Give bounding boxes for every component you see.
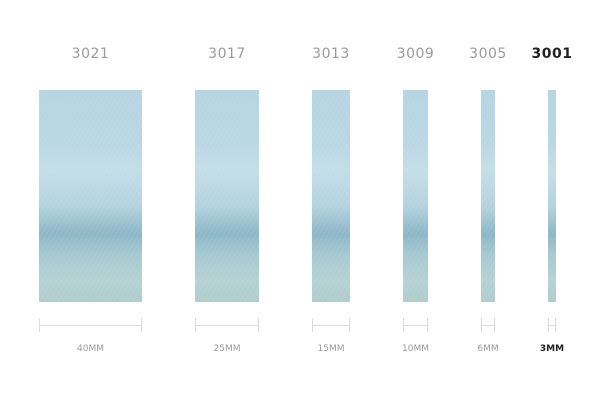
ribbon-code: 3005 — [469, 46, 507, 62]
ribbon-code: 3013 — [312, 46, 350, 62]
ribbon-option-3001[interactable]: 3001 3MM — [532, 0, 572, 400]
width-indicator — [548, 318, 556, 332]
ribbon-width-label: 10MM — [402, 344, 429, 354]
ribbon-swatch — [39, 90, 142, 302]
ribbon-option-3021[interactable]: 3021 40MM — [39, 0, 142, 400]
width-indicator — [39, 318, 142, 332]
width-indicator — [481, 318, 495, 332]
ribbon-option-3005[interactable]: 3005 6MM — [469, 0, 506, 400]
ribbon-option-3017[interactable]: 3017 25MM — [195, 0, 259, 400]
ribbon-code: 3017 — [208, 46, 246, 62]
width-indicator — [312, 318, 350, 332]
ribbon-width-label-selected: 3MM — [539, 344, 565, 354]
ribbon-swatch — [481, 90, 495, 302]
ribbon-width-label: 40MM — [77, 344, 104, 354]
ribbon-width-label: 6MM — [477, 344, 499, 354]
ribbon-swatch — [548, 90, 556, 302]
ribbon-code: 3009 — [396, 46, 435, 62]
ribbon-swatch — [195, 90, 259, 302]
width-indicator — [195, 318, 259, 332]
ribbon-code-selected: 3001 — [531, 46, 573, 62]
width-indicator — [403, 318, 428, 332]
ribbon-swatch — [312, 90, 350, 302]
ribbon-option-3009[interactable]: 3009 10MM — [397, 0, 434, 400]
ribbon-width-label: 15MM — [317, 344, 345, 354]
ribbon-swatch — [403, 90, 428, 302]
ribbon-width-label: 25MM — [213, 344, 241, 354]
ribbon-option-3013[interactable]: 3013 15MM — [312, 0, 350, 400]
ribbon-code: 3021 — [71, 46, 110, 62]
